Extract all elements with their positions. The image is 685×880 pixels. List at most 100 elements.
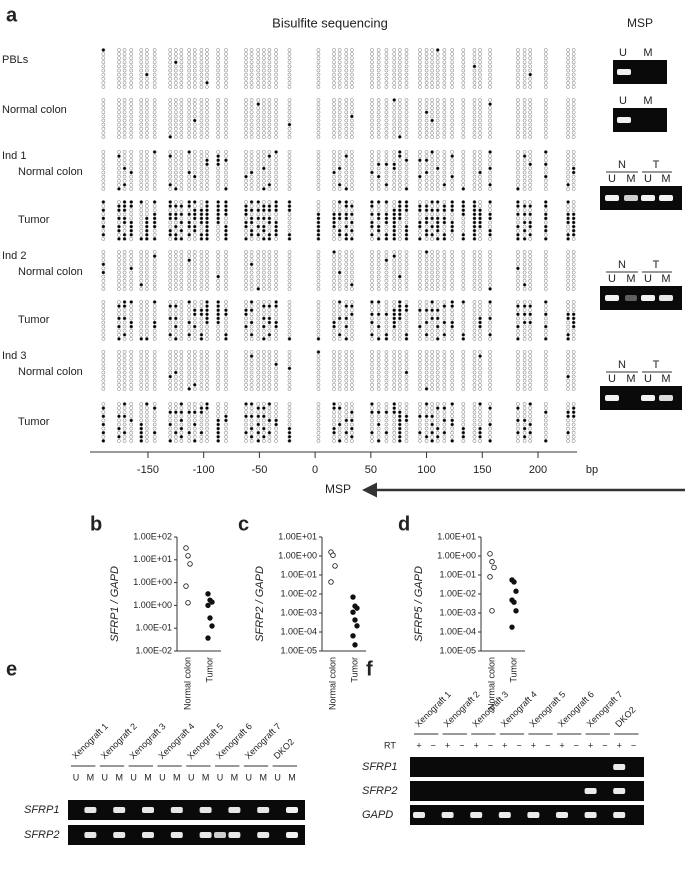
unmethylated-cpg	[418, 354, 422, 358]
unmethylated-cpg	[192, 350, 197, 354]
unmethylated-cpg	[543, 374, 548, 379]
unmethylated-cpg	[472, 122, 477, 127]
unmethylated-cpg	[472, 402, 477, 406]
unmethylated-cpg	[442, 114, 447, 119]
unmethylated-cpg	[179, 328, 184, 333]
unmethylated-cpg	[179, 350, 184, 354]
unmethylated-cpg	[199, 328, 204, 333]
unmethylated-cpg	[522, 270, 527, 275]
unmethylated-cpg	[267, 282, 272, 287]
unmethylated-cpg	[173, 266, 178, 271]
unmethylated-cpg	[216, 362, 221, 367]
unmethylated-cpg	[316, 422, 321, 427]
unmethylated-cpg	[316, 320, 321, 325]
unmethylated-cpg	[244, 366, 248, 371]
unmethylated-cpg	[168, 126, 173, 131]
unmethylated-cpg	[244, 106, 248, 111]
gel-band	[613, 788, 626, 794]
unmethylated-cpg	[430, 370, 434, 375]
methylated-cpg	[430, 150, 434, 154]
methylated-cpg	[370, 200, 374, 204]
unmethylated-cpg	[442, 106, 447, 111]
unmethylated-cpg	[392, 126, 397, 131]
lane-label: M	[626, 273, 635, 285]
unmethylated-cpg	[129, 270, 134, 275]
unmethylated-cpg	[287, 414, 292, 419]
unmethylated-cpg	[168, 414, 173, 419]
unmethylated-cpg	[122, 187, 127, 191]
unmethylated-cpg	[152, 122, 157, 127]
unmethylated-cpg	[461, 406, 466, 410]
unmethylated-cpg	[244, 406, 248, 410]
unmethylated-cpg	[244, 178, 248, 183]
unmethylated-cpg	[249, 422, 254, 427]
unmethylated-cpg	[129, 166, 134, 171]
unmethylated-cpg	[424, 439, 429, 443]
unmethylated-cpg	[461, 370, 466, 375]
unmethylated-cpg	[192, 130, 197, 135]
unmethylated-cpg	[287, 72, 292, 77]
unmethylated-cpg	[435, 126, 440, 131]
unmethylated-cpg	[129, 350, 134, 354]
unmethylated-cpg	[424, 378, 429, 383]
unmethylated-cpg	[267, 410, 272, 415]
unmethylated-cpg	[129, 402, 134, 406]
methylated-cpg	[571, 220, 576, 225]
unmethylated-cpg	[316, 426, 321, 431]
methylated-cpg	[516, 266, 520, 271]
lane-label: U	[608, 273, 616, 285]
unmethylated-cpg	[472, 258, 477, 263]
unmethylated-cpg	[450, 316, 455, 321]
unmethylated-cpg	[187, 158, 192, 163]
unmethylated-cpg	[404, 362, 409, 367]
unmethylated-cpg	[332, 76, 336, 81]
unmethylated-cpg	[139, 410, 144, 415]
unmethylated-cpg	[543, 287, 548, 291]
methylated-cpg	[450, 320, 455, 325]
unmethylated-cpg	[337, 308, 342, 313]
unmethylated-cpg	[461, 350, 466, 354]
unmethylated-cpg	[261, 430, 266, 435]
unmethylated-cpg	[461, 382, 466, 387]
unmethylated-cpg	[332, 122, 336, 127]
methylated-cpg	[274, 224, 278, 229]
unmethylated-cpg	[337, 382, 342, 387]
unmethylated-cpg	[566, 282, 570, 287]
methylated-cpg	[261, 228, 266, 233]
unmethylated-cpg	[472, 434, 477, 439]
unmethylated-cpg	[168, 282, 173, 287]
unmethylated-cpg	[488, 154, 492, 158]
methylated-cpg	[216, 320, 221, 325]
unmethylated-cpg	[287, 220, 292, 225]
unmethylated-cpg	[528, 410, 533, 415]
unmethylated-cpg	[117, 48, 121, 52]
methylated-cpg	[435, 406, 440, 410]
unmethylated-cpg	[543, 266, 548, 271]
unmethylated-cpg	[261, 354, 266, 358]
unmethylated-cpg	[516, 282, 520, 287]
methylated-cpg	[168, 212, 173, 217]
methylated-cpg	[435, 48, 440, 52]
methylated-cpg	[528, 430, 533, 435]
unmethylated-cpg	[404, 80, 409, 85]
unmethylated-cpg	[461, 278, 466, 283]
unmethylated-cpg	[192, 110, 197, 115]
unmethylated-cpg	[249, 312, 254, 317]
unmethylated-cpg	[344, 162, 349, 167]
unmethylated-cpg	[450, 232, 455, 237]
unmethylated-cpg	[256, 402, 261, 406]
unmethylated-cpg	[122, 434, 127, 439]
unmethylated-cpg	[528, 366, 533, 371]
unmethylated-cpg	[122, 282, 127, 287]
unmethylated-cpg	[152, 312, 157, 317]
unmethylated-cpg	[516, 158, 520, 163]
methylated-cpg	[287, 434, 292, 439]
unmethylated-cpg	[332, 174, 336, 179]
unmethylated-cpg	[256, 358, 261, 363]
unmethylated-cpg	[392, 170, 397, 175]
unmethylated-cpg	[332, 162, 336, 167]
unmethylated-cpg	[516, 126, 520, 131]
unmethylated-cpg	[488, 266, 492, 271]
methylated-cpg	[122, 166, 127, 171]
msp-region-label: MSP	[325, 482, 351, 496]
